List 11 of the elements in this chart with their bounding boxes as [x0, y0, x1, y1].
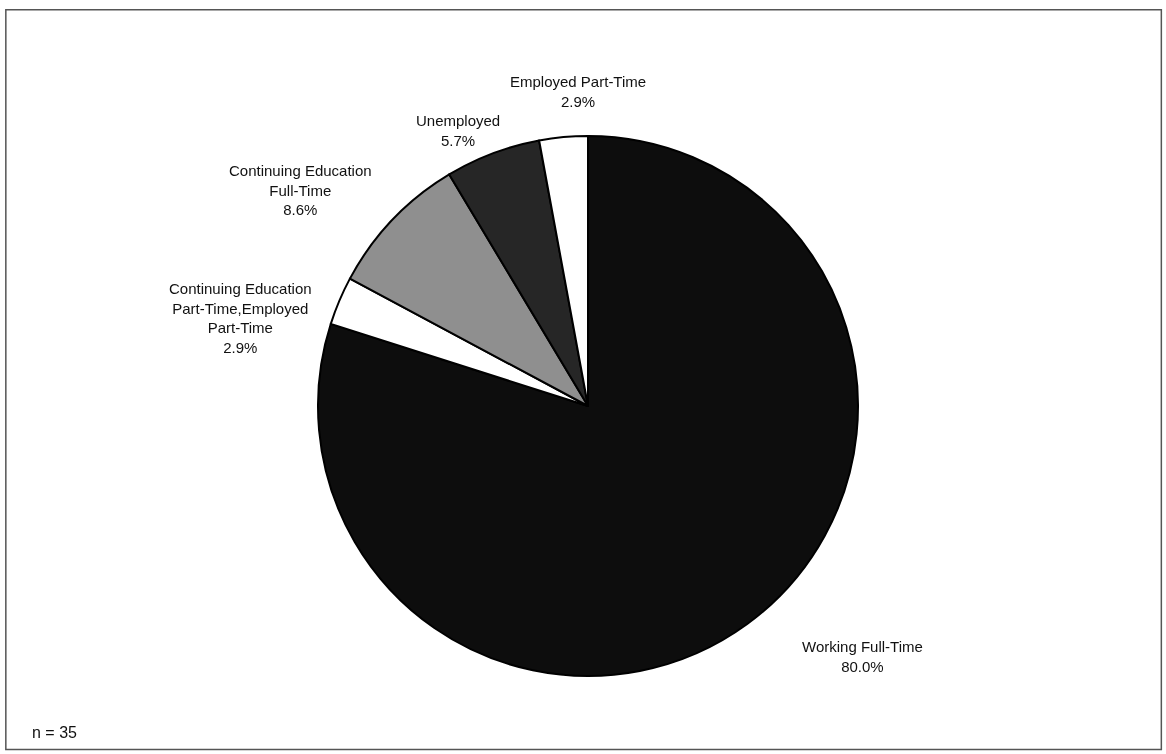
data-label: 2.9%	[223, 338, 258, 356]
slice-label: Unemployed	[416, 112, 501, 129]
data-label: 8.6%	[283, 201, 318, 218]
slice-label: Continuing Education Part-Time,Employed Part-Time	[169, 280, 312, 336]
data-label: 80.0%	[841, 657, 884, 675]
data-label: 5.7%	[441, 131, 476, 149]
slice-label: Working Full-Time	[802, 638, 923, 655]
text: n = 35	[32, 724, 78, 741]
slice-label: Employed Part-Time	[510, 73, 647, 90]
data-label: 2.9%	[560, 92, 596, 110]
slice-label: Continuing Education Full-Time	[229, 162, 372, 199]
